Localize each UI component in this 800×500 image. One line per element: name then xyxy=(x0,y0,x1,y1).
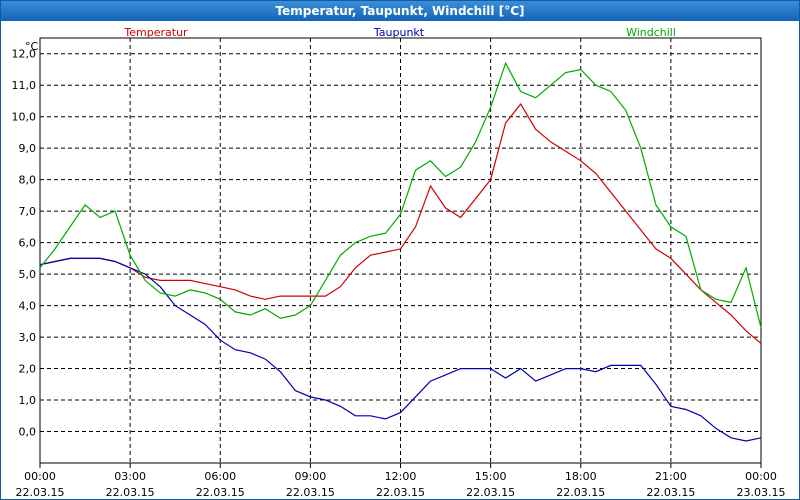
x-tick-time: 21:00 xyxy=(655,470,687,483)
y-tick-label: 11,0 xyxy=(12,79,37,92)
y-tick-label: 2,0 xyxy=(19,363,37,376)
x-tick-time: 03:00 xyxy=(114,470,146,483)
y-tick-label: 8,0 xyxy=(19,174,37,187)
x-tick-date: 23.03.15 xyxy=(737,486,786,499)
x-tick-time: 12:00 xyxy=(385,470,417,483)
x-tick-time: 09:00 xyxy=(295,470,327,483)
y-tick-label: 5,0 xyxy=(19,268,37,281)
y-tick-label: 6,0 xyxy=(19,237,37,250)
legend-temperatur: Temperatur xyxy=(123,26,188,39)
window-title: Temperatur, Taupunkt, Windchill [°C] xyxy=(1,1,799,21)
x-tick-date: 22.03.15 xyxy=(106,486,155,499)
x-tick-date: 22.03.15 xyxy=(196,486,245,499)
y-tick-label: 12,0 xyxy=(12,48,37,61)
series-line-windchill xyxy=(39,61,762,328)
series-line-temperatur xyxy=(39,103,762,344)
y-tick-label: 10,0 xyxy=(12,111,37,124)
x-tick-time: 06:00 xyxy=(204,470,236,483)
y-tick-label: 7,0 xyxy=(19,205,37,218)
x-tick-time: 00:00 xyxy=(24,470,56,483)
y-tick-label: 4,0 xyxy=(19,300,37,313)
line-chart: 0,0 1,0 2,0 3,0 4,0 5,0 6,0 7,0 8,0 9,0 10,0 11,0 12… xyxy=(12,26,786,499)
x-tick-date: 22.03.15 xyxy=(286,486,335,499)
x-tick-time: 00:00 xyxy=(745,470,777,483)
x-tick-time: 18:00 xyxy=(565,470,597,483)
x-tick-date: 22.03.15 xyxy=(466,486,515,499)
x-tick-date: 22.03.15 xyxy=(16,486,65,499)
y-tick-label: 0,0 xyxy=(19,426,37,439)
y-tick-label: 9,0 xyxy=(19,142,37,155)
legend-taupunkt: Taupunkt xyxy=(373,26,425,39)
x-tick-date: 22.03.15 xyxy=(376,486,425,499)
y-tick-label: 1,0 xyxy=(19,394,37,407)
x-tick-date: 22.03.15 xyxy=(646,486,695,499)
series-line-taupunkt xyxy=(39,257,762,442)
x-tick-date: 22.03.15 xyxy=(556,486,605,499)
y-tick-label: 3,0 xyxy=(19,331,37,344)
legend-windchill: Windchill xyxy=(626,26,676,39)
y-axis-unit: °C xyxy=(25,40,39,53)
x-tick-time: 15:00 xyxy=(475,470,507,483)
